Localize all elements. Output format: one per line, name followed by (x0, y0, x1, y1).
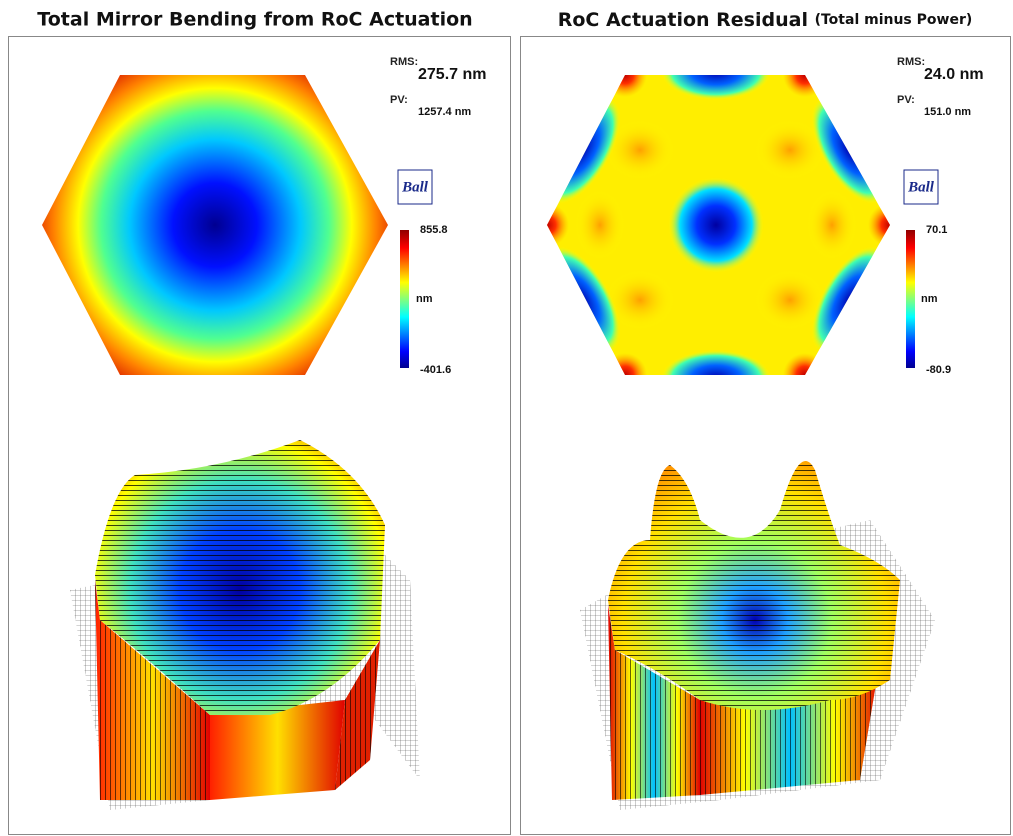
surface-map (547, 75, 890, 375)
colorbar-min: -401.6 (420, 364, 451, 376)
stats: RMS: 275.7 nm PV: 1257.4 nm Ball 855.8 n… (390, 56, 984, 376)
pv-label: PV: (897, 94, 915, 106)
rms-value: 24.0 nm (924, 66, 984, 83)
pv-value: 151.0 nm (924, 106, 971, 118)
logo-box (903, 169, 939, 205)
rms-label: RMS: (390, 56, 418, 68)
colorbar-max: 70.1 (926, 224, 947, 236)
surface-3d (70, 440, 420, 810)
logo-box (397, 169, 433, 205)
panel-frame (520, 36, 1011, 835)
surface-3d (580, 461, 935, 810)
pv-label: PV: (390, 94, 408, 106)
colorbar-unit: nm (416, 293, 433, 305)
surface-map (42, 75, 388, 375)
rms-label: RMS: (897, 56, 925, 68)
colorbar-min: -80.9 (926, 364, 951, 376)
title-note: (Total minus Power) (815, 12, 973, 28)
colorbar-max: 855.8 (420, 224, 448, 236)
panel-frame (8, 36, 511, 835)
logo: Ball (907, 179, 935, 195)
title-main: RoC Actuation Residual (558, 9, 808, 31)
panel-title: Total Mirror Bending from RoC Actuation (37, 9, 472, 31)
colorbar (400, 230, 409, 368)
rms-value: 275.7 nm (418, 66, 486, 83)
logo: Ball (401, 179, 429, 195)
pv-value: 1257.4 nm (418, 106, 471, 118)
panel-title: RoC Actuation Residual (Total minus Powe… (558, 9, 973, 31)
colorbar-unit: nm (921, 293, 938, 305)
colorbar (906, 230, 915, 368)
